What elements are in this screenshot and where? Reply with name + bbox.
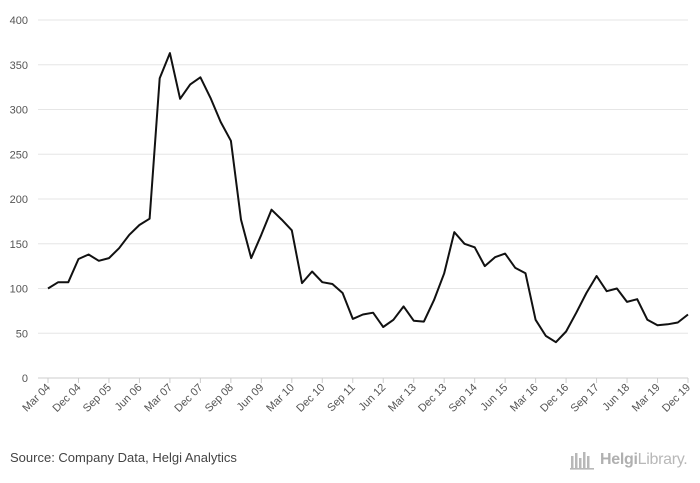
x-tick-label: Sep 17 [569, 382, 602, 415]
source-note: Source: Company Data, Helgi Analytics [10, 450, 237, 465]
x-tick-label: Dec 13 [416, 382, 449, 415]
y-tick-label: 200 [10, 194, 28, 206]
x-tick-label: Dec 16 [538, 382, 571, 415]
x-tick-label: Jun 15 [478, 382, 510, 414]
x-tick-label: Jun 12 [357, 382, 389, 414]
y-tick-label: 250 [10, 149, 28, 161]
library-icon [570, 452, 594, 470]
x-tick-label: Mar 07 [142, 382, 175, 415]
x-tick-label: Mar 10 [264, 382, 297, 415]
brand-name: HelgiLibrary. [600, 451, 688, 468]
x-tick-label: Mar 04 [20, 382, 53, 415]
x-tick-label: Mar 19 [630, 382, 663, 415]
x-tick-label: Jun 18 [600, 382, 632, 414]
y-tick-label: 100 [10, 284, 28, 296]
y-axis: 0 50 100 150 200 250 300 350 400 [10, 15, 28, 385]
x-tick-label: Dec 19 [660, 382, 693, 415]
grid-lines [38, 19, 688, 379]
x-tick-label: Dec 04 [50, 382, 83, 415]
x-tick-label: Dec 07 [172, 382, 205, 415]
x-tick-label: Sep 05 [81, 382, 114, 415]
series-line [47, 52, 689, 344]
x-tick-label: Jun 06 [113, 382, 145, 414]
y-tick-label: 150 [10, 239, 28, 251]
y-tick-label: 350 [10, 60, 28, 72]
x-tick-label: Sep 11 [325, 382, 358, 415]
y-tick-label: 400 [10, 15, 28, 27]
x-tick-label: Dec 10 [294, 382, 327, 415]
y-tick-label: 0 [22, 373, 28, 385]
x-tick-label: Mar 16 [508, 382, 541, 415]
y-tick-label: 300 [10, 105, 28, 117]
y-tick-label: 50 [16, 328, 28, 340]
brand-logo: HelgiLibrary. [570, 447, 695, 473]
x-tick-label: Jun 09 [235, 382, 267, 414]
x-tick-label: Sep 08 [203, 382, 236, 415]
x-tick-label: Mar 13 [386, 382, 419, 415]
x-tick-label: Sep 14 [447, 382, 480, 415]
